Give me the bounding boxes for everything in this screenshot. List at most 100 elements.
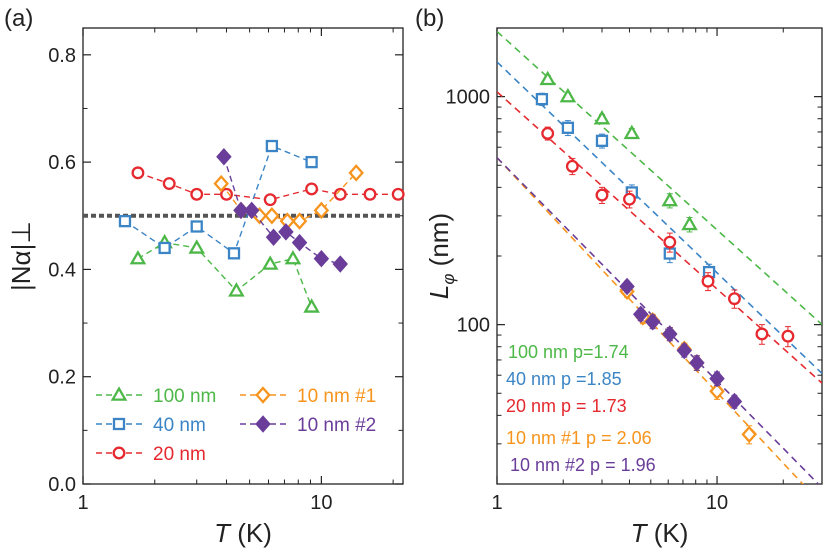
a-legend-item-20-nm: 20 nm bbox=[96, 444, 206, 465]
a-point-40-nm bbox=[190, 220, 203, 233]
b-point-100-nm bbox=[623, 124, 641, 140]
b-y-axis-subscript: φ bbox=[439, 274, 458, 285]
a-y-tick-label: 0.8 bbox=[48, 45, 76, 67]
b-point-40-nm bbox=[535, 92, 549, 106]
b-point-10-nm-2 bbox=[662, 325, 678, 343]
a-legend-item-10-nm-1: 10 nm #1 bbox=[240, 386, 376, 407]
b-point-10-nm-2 bbox=[619, 277, 635, 296]
a-series-20-nm bbox=[131, 166, 405, 207]
a-point-40-nm bbox=[227, 247, 241, 260]
a-legend-label: 40 nm bbox=[153, 415, 206, 436]
panel-b: (b) 1 10 100 1000 100 nm p=1.74 40 nm p =1.85… bbox=[415, 5, 823, 548]
panel-a-plot-area: 1 10 0.0 0.2 0.4 0.6 0.8 100 nm 40 nm 20 nm 10 nm … bbox=[6, 27, 405, 548]
a-legend-label: 20 nm bbox=[153, 444, 206, 465]
b-series-20-nm bbox=[541, 126, 795, 348]
b-legend-label-10-nm-1: 10 nm #1 p = 2.06 bbox=[506, 428, 652, 448]
b-series-40-nm bbox=[535, 92, 716, 282]
b-y-axis-unit: (nm) bbox=[424, 213, 454, 274]
a-legend-item-10-nm-2: 10 nm #2 bbox=[240, 415, 376, 436]
a-series-line-40-nm bbox=[124, 145, 312, 255]
a-series-40-nm bbox=[118, 139, 318, 260]
b-x-axis-unit: (K) bbox=[647, 518, 689, 548]
b-y-tick-label: 1000 bbox=[446, 87, 491, 109]
panel-b-plot-area: 1 10 100 1000 100 nm p=1.74 40 nm p =1.85 20 n… bbox=[424, 27, 823, 548]
b-point-100-nm bbox=[539, 70, 556, 86]
a-point-20-nm bbox=[220, 187, 233, 201]
b-point-10-nm-2 bbox=[689, 354, 705, 372]
b-point-20-nm bbox=[781, 329, 795, 343]
a-point-20-nm bbox=[391, 187, 405, 201]
a-frame bbox=[82, 27, 404, 485]
b-y-axis-symbol: L bbox=[424, 285, 454, 299]
b-point-10-nm-1 bbox=[741, 425, 757, 444]
b-point-20-nm bbox=[595, 188, 609, 202]
a-y-tick-label: 0.6 bbox=[48, 152, 76, 174]
b-point-20-nm bbox=[565, 159, 579, 173]
a-point-10-nm-1 bbox=[213, 174, 229, 193]
b-point-20-nm bbox=[623, 192, 636, 206]
a-legend-label: 10 nm #1 bbox=[297, 386, 376, 407]
a-series-10-nm-1 bbox=[213, 164, 364, 230]
a-point-10-nm-2 bbox=[216, 148, 232, 166]
b-fit-line-40-nm bbox=[497, 61, 822, 375]
a-series-line-20-nm bbox=[137, 172, 399, 201]
a-point-100-nm bbox=[303, 298, 320, 313]
b-fit-line-10-nm-1 bbox=[497, 157, 804, 484]
a-legend-marker bbox=[112, 417, 126, 431]
a-point-40-nm bbox=[265, 139, 279, 153]
a-point-10-nm-1 bbox=[291, 212, 308, 230]
b-point-100-nm bbox=[559, 87, 577, 103]
a-y-tick-label: 0.4 bbox=[48, 259, 76, 281]
a-legend-item-40-nm: 40 nm bbox=[96, 415, 206, 436]
b-point-20-nm bbox=[663, 235, 677, 249]
b-frame bbox=[496, 27, 823, 485]
a-point-10-nm-2 bbox=[243, 201, 260, 220]
a-point-10-nm-2 bbox=[313, 249, 330, 268]
a-point-10-nm-2 bbox=[291, 233, 308, 252]
b-point-20-nm bbox=[755, 327, 769, 341]
a-legend-label: 10 nm #2 bbox=[297, 415, 376, 436]
a-point-100-nm bbox=[261, 255, 279, 270]
a-legend-item-100-nm: 100 nm bbox=[96, 386, 216, 407]
a-point-10-nm-1 bbox=[348, 164, 364, 182]
b-y-axis-title: Lφ (nm) bbox=[424, 213, 458, 299]
a-legend-marker bbox=[255, 415, 271, 433]
a-legend-marker bbox=[255, 386, 271, 404]
a-point-100-nm bbox=[129, 249, 147, 265]
a-point-20-nm bbox=[363, 187, 377, 201]
b-point-20-nm bbox=[701, 274, 715, 288]
b-x-tick-label: 1 bbox=[491, 492, 502, 514]
a-point-10-nm-2 bbox=[278, 223, 294, 241]
b-legend-label-20-nm: 20 nm p = 1.73 bbox=[506, 396, 627, 416]
a-legend: 100 nm 40 nm 20 nm 10 nm #1 10 nm #2 bbox=[96, 386, 376, 465]
b-point-100-nm bbox=[661, 191, 679, 207]
a-point-20-nm bbox=[190, 187, 204, 201]
a-point-100-nm bbox=[188, 239, 206, 254]
a-point-20-nm bbox=[263, 193, 277, 207]
a-x-tick-label: 10 bbox=[310, 492, 332, 514]
a-y-tick-label: 0.0 bbox=[48, 474, 76, 496]
b-x-axis-title: T (K) bbox=[631, 518, 689, 548]
panel-a-label: (a) bbox=[4, 5, 33, 32]
b-point-10-nm-2 bbox=[676, 341, 693, 360]
a-point-20-nm bbox=[305, 182, 319, 196]
b-legend-label-40-nm: 40 nm p =1.85 bbox=[506, 369, 622, 389]
a-point-10-nm-1 bbox=[264, 207, 280, 225]
panel-b-label: (b) bbox=[415, 5, 444, 32]
a-point-20-nm bbox=[162, 177, 176, 191]
a-legend-marker bbox=[112, 446, 126, 460]
a-x-tick-label: 1 bbox=[77, 492, 88, 514]
a-point-20-nm bbox=[131, 166, 145, 180]
b-point-40-nm bbox=[561, 121, 575, 134]
b-x-axis-symbol: T bbox=[631, 518, 649, 548]
a-legend-label: 100 nm bbox=[153, 386, 216, 407]
b-legend: 100 nm p=1.74 40 nm p =1.85 20 nm p = 1.73… bbox=[506, 342, 656, 475]
a-point-10-nm-2 bbox=[332, 255, 348, 273]
b-point-10-nm-2 bbox=[709, 369, 725, 388]
b-point-20-nm bbox=[541, 126, 555, 140]
a-point-10-nm-2 bbox=[233, 201, 249, 220]
b-x-tick-label: 10 bbox=[706, 492, 728, 514]
b-legend-label-100-nm: 100 nm p=1.74 bbox=[508, 342, 629, 362]
a-y-tick-label: 0.2 bbox=[48, 367, 76, 389]
